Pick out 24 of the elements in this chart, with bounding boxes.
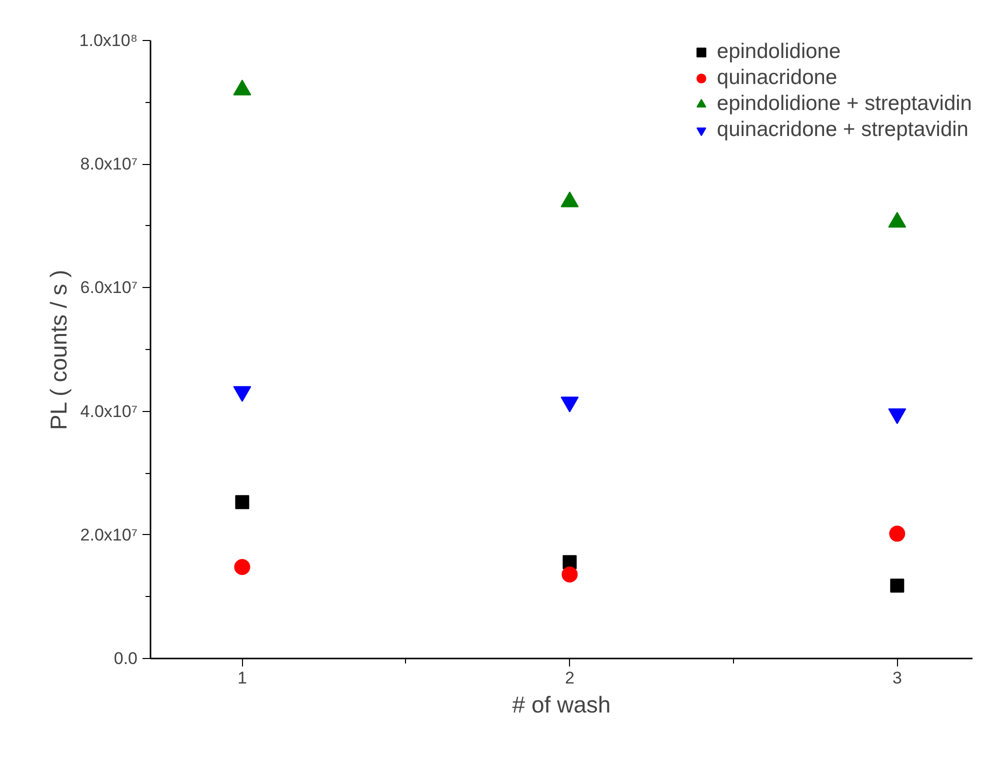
x-tick-label: 1 (237, 668, 247, 688)
point (890, 578, 904, 593)
y-tick-label: 1.0x10⁸ (79, 31, 138, 50)
y-tick-label: 8.0x10⁷ (80, 154, 138, 174)
point (234, 559, 250, 576)
point (233, 80, 252, 96)
legend-label: epindolidione + streptavidin (716, 92, 972, 116)
x-tick-label: 2 (564, 668, 574, 688)
point (889, 526, 906, 542)
y-axis-title: PL ( counts / s ) (45, 270, 72, 430)
point (562, 555, 577, 570)
y-tick-label: 0.0 (114, 649, 138, 668)
legend-label: epindolidione (716, 40, 841, 64)
y-tick-label: 4.0x10⁷ (80, 402, 138, 421)
y-tick-label: 6.0x10⁷ (80, 278, 138, 298)
x-axis-title: # of wash (512, 692, 611, 718)
point (560, 191, 579, 208)
point (888, 212, 906, 228)
legend-label: quinacridone + streptavidin (716, 118, 968, 142)
y-tick-label: 2.0x10⁷ (80, 525, 138, 544)
point (562, 566, 578, 582)
legend-label: quinacridone (716, 66, 838, 90)
x-tick-label: 3 (892, 668, 902, 688)
point (235, 495, 250, 510)
